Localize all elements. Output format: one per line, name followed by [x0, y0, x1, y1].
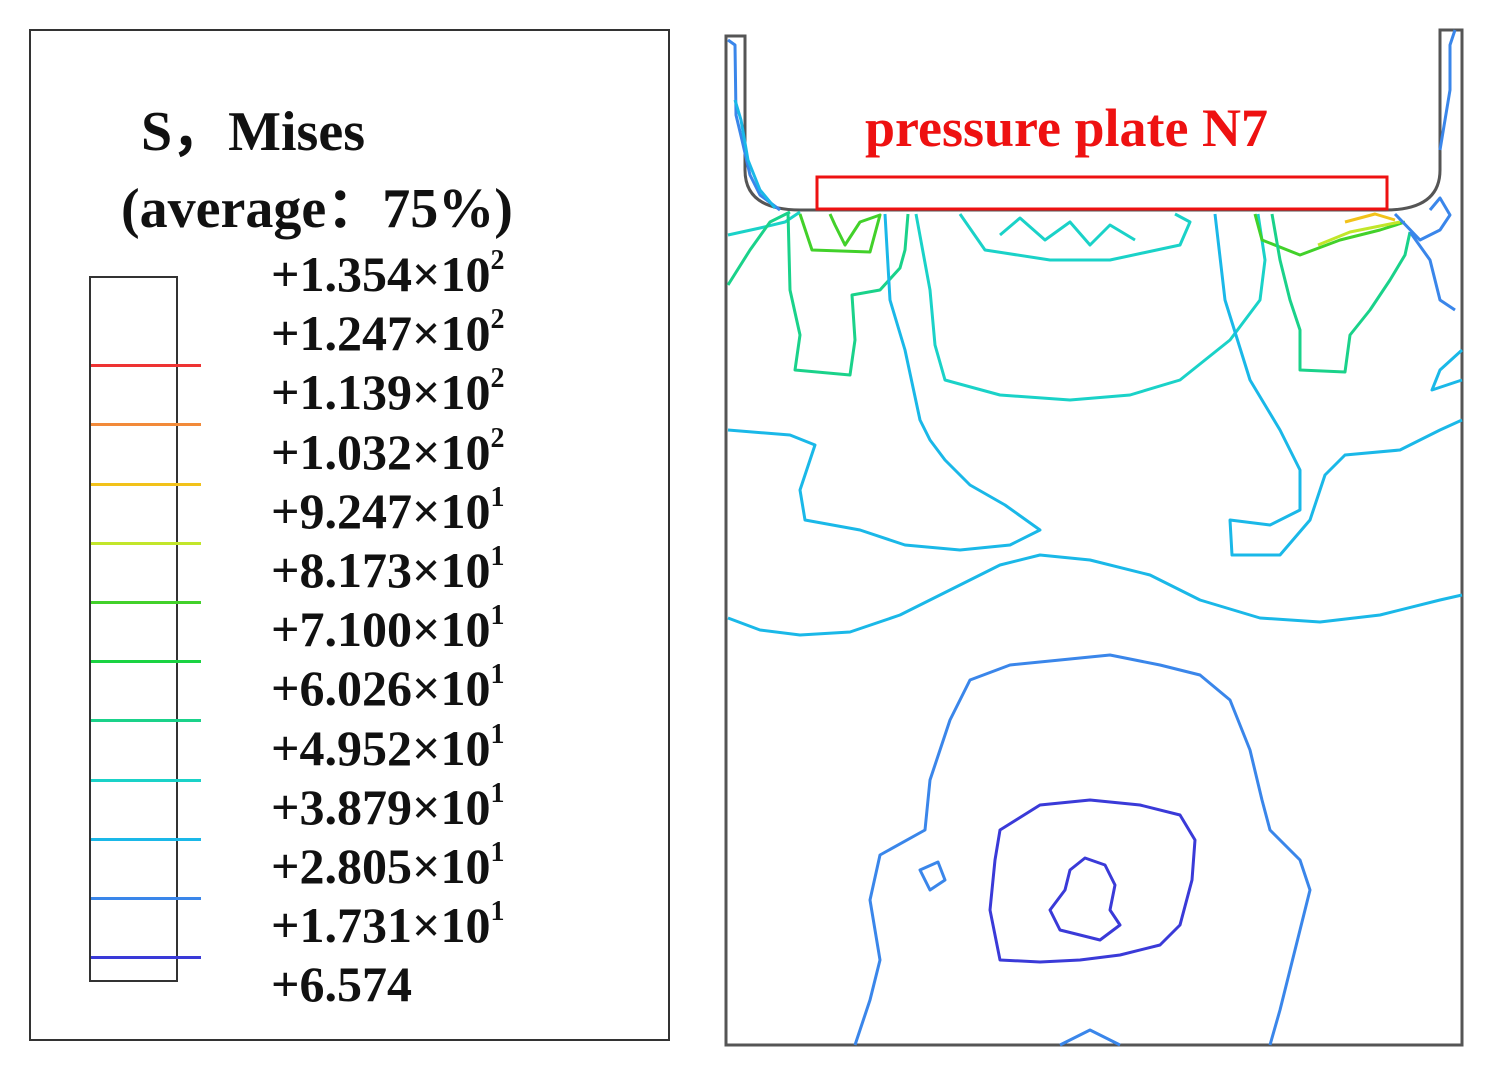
legend-value: +4.952×101 [271, 719, 504, 776]
legend-value-mantissa: +2.805×10 [271, 838, 491, 894]
contour-line [726, 210, 791, 286]
contour-line [853, 653, 1312, 1046]
legend-color-line [91, 601, 201, 604]
contour-line [733, 99, 777, 209]
legend-value: +1.032×102 [271, 423, 504, 480]
legend-value-mantissa: +3.879×10 [271, 778, 491, 835]
contour-line [727, 213, 1042, 552]
legend-value-mantissa: +1.032×10 [271, 423, 491, 480]
legend-value-mantissa: +6.026×10 [271, 660, 491, 717]
legend-value: +1.731×101 [271, 897, 504, 954]
contour-line [914, 213, 1267, 402]
legend-value-mantissa: +6.574 [271, 956, 412, 1013]
legend-value: +7.100×101 [271, 601, 504, 658]
legend-value-mantissa: +9.247×10 [271, 482, 491, 539]
specimen-outline [724, 28, 1464, 1047]
legend-color-line [91, 423, 201, 427]
contour-line [1213, 213, 1463, 557]
legend-color-line [91, 541, 201, 545]
legend-value-exponent: 1 [490, 718, 505, 750]
legend-value-mantissa: +1.139×10 [271, 364, 491, 421]
legend-value-exponent: 1 [490, 481, 505, 513]
legend-value-exponent: 1 [490, 777, 505, 809]
legend-color-line [91, 660, 201, 664]
legend-value-mantissa: +1.247×10 [271, 305, 491, 362]
legend-color-line [91, 364, 201, 368]
legend-value: +1.247×102 [271, 305, 504, 362]
legend-subtitle: (average：75%) [121, 178, 513, 240]
legend-title: S，Mises [141, 101, 365, 163]
legend-value: +6.574 [271, 959, 412, 1009]
legend-color-bar [89, 276, 178, 982]
contour-line [958, 212, 1192, 262]
legend-value-mantissa: +4.952×10 [271, 719, 491, 776]
legend-value: +2.805×101 [271, 838, 504, 894]
contour-line [1438, 29, 1457, 151]
legend-value-exponent: 1 [490, 659, 505, 691]
legend-value-mantissa: +1.731×10 [271, 897, 491, 954]
legend-value: +3.879×101 [271, 778, 504, 835]
contour-line [727, 553, 1463, 637]
contour-line [786, 211, 910, 377]
legend-value-mantissa: +8.173×10 [271, 542, 491, 598]
legend-value: +9.247×101 [271, 482, 504, 539]
legend-value-exponent: 2 [490, 422, 505, 454]
contour-line [1059, 1028, 1121, 1047]
contour-line [988, 798, 1197, 964]
legend-value-exponent: 1 [490, 541, 505, 572]
contour-line [727, 38, 781, 212]
legend-value-mantissa: +1.354×10 [271, 246, 491, 302]
pressure-plate-box [815, 175, 1389, 211]
legend-value-mantissa: +7.100×10 [271, 601, 491, 658]
legend-panel: S，Mises (average：75%) +1.354×102 +1.247×1… [29, 29, 670, 1041]
legend-value: +1.354×102 [271, 246, 504, 302]
contour-line [1253, 213, 1406, 257]
legend-color-line [91, 778, 201, 782]
legend-color-line [91, 897, 201, 900]
contour-line [1393, 196, 1456, 312]
legend-value-exponent: 1 [490, 896, 505, 928]
legend-color-line [91, 837, 201, 841]
legend-value-exponent: 2 [490, 304, 505, 336]
contour-line [918, 860, 947, 892]
contour-line [798, 213, 882, 254]
contour-line [1270, 213, 1412, 374]
contour-line [1317, 220, 1401, 247]
contour-line [1430, 348, 1464, 392]
legend-color-line [91, 719, 201, 723]
legend-value-exponent: 2 [490, 245, 505, 276]
legend-value: +6.026×101 [271, 660, 504, 717]
contour-line [1048, 856, 1122, 942]
legend-value-exponent: 1 [490, 837, 505, 868]
legend-value-exponent: 1 [490, 600, 505, 632]
pressure-plate-label: pressure plate N7 [865, 98, 1268, 158]
contour-line [727, 210, 801, 237]
legend-value: +1.139×102 [271, 364, 504, 421]
legend-value-exponent: 2 [490, 363, 505, 395]
legend-value: +8.173×101 [271, 542, 504, 598]
legend-color-line [91, 956, 201, 960]
legend-color-line [91, 482, 201, 486]
contour-line [1344, 212, 1396, 224]
